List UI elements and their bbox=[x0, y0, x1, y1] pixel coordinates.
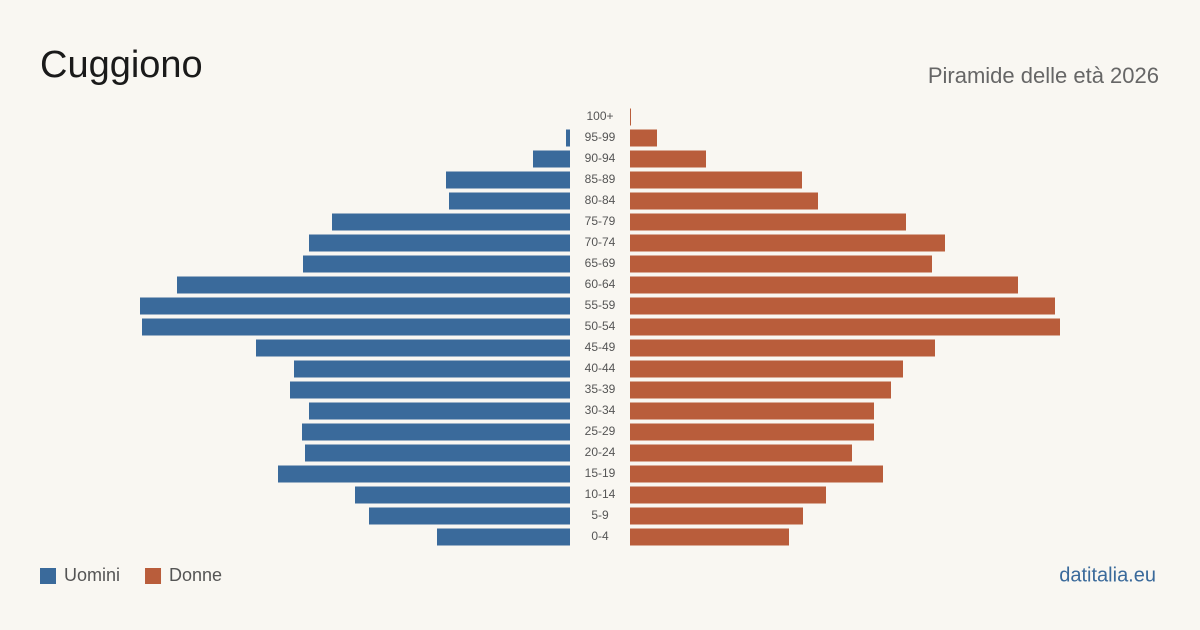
age-label: 85-89 bbox=[585, 172, 616, 186]
bar bbox=[290, 381, 570, 399]
bar bbox=[449, 192, 570, 210]
bar bbox=[630, 360, 903, 378]
age-label: 10-14 bbox=[585, 487, 616, 501]
age-label: 35-39 bbox=[585, 382, 616, 396]
bar bbox=[630, 486, 826, 504]
bar bbox=[630, 192, 818, 210]
legend-label: Donne bbox=[169, 565, 222, 585]
age-label: 70-74 bbox=[585, 235, 616, 249]
source: datitalia.eu bbox=[1059, 564, 1156, 586]
bar bbox=[256, 339, 570, 357]
bar bbox=[142, 318, 570, 336]
bar bbox=[630, 465, 883, 483]
age-label: 95-99 bbox=[585, 130, 616, 144]
bar bbox=[630, 213, 906, 231]
bar bbox=[305, 444, 570, 462]
bar bbox=[630, 255, 932, 273]
age-label: 50-54 bbox=[585, 319, 616, 333]
bar bbox=[630, 276, 1018, 294]
age-label: 55-59 bbox=[585, 298, 616, 312]
bar bbox=[630, 402, 874, 420]
age-label: 15-19 bbox=[585, 466, 616, 480]
bar bbox=[446, 171, 570, 189]
bar bbox=[630, 507, 803, 525]
bar bbox=[630, 129, 657, 147]
chart-title: Cuggiono bbox=[40, 44, 203, 86]
bar bbox=[566, 129, 570, 147]
bar bbox=[303, 255, 570, 273]
age-label: 40-44 bbox=[585, 361, 616, 375]
bar bbox=[140, 297, 570, 315]
age-label: 5-9 bbox=[591, 508, 609, 522]
legend-label: Uomini bbox=[64, 565, 120, 585]
legend-swatch bbox=[145, 568, 162, 584]
bar bbox=[369, 507, 570, 525]
age-label: 75-79 bbox=[585, 214, 616, 228]
bar bbox=[332, 213, 570, 231]
bar bbox=[630, 444, 852, 462]
bar bbox=[302, 423, 570, 441]
age-label: 80-84 bbox=[585, 193, 616, 207]
age-label: 45-49 bbox=[585, 340, 616, 354]
bar bbox=[630, 150, 706, 168]
bar bbox=[533, 150, 570, 168]
bar bbox=[309, 402, 570, 420]
bar bbox=[294, 360, 570, 378]
chart-subtitle: Piramide delle età 2026 bbox=[928, 63, 1159, 88]
bar bbox=[278, 465, 570, 483]
age-label: 30-34 bbox=[585, 403, 616, 417]
bar bbox=[630, 381, 891, 399]
age-label: 60-64 bbox=[585, 277, 616, 291]
bar bbox=[177, 276, 570, 294]
bar bbox=[630, 339, 935, 357]
age-label: 100+ bbox=[586, 109, 613, 123]
age-label: 65-69 bbox=[585, 256, 616, 270]
bar bbox=[630, 528, 789, 546]
age-label: 0-4 bbox=[591, 529, 609, 543]
bar bbox=[355, 486, 570, 504]
bar bbox=[437, 528, 570, 546]
bar bbox=[630, 171, 802, 189]
bar bbox=[630, 297, 1055, 315]
age-label: 20-24 bbox=[585, 445, 616, 459]
bar bbox=[630, 108, 631, 126]
age-label: 25-29 bbox=[585, 424, 616, 438]
bar bbox=[630, 423, 874, 441]
legend-swatch bbox=[40, 568, 56, 584]
bar bbox=[309, 234, 570, 252]
bar bbox=[630, 234, 945, 252]
bar bbox=[630, 318, 1060, 336]
age-label: 90-94 bbox=[585, 151, 616, 165]
